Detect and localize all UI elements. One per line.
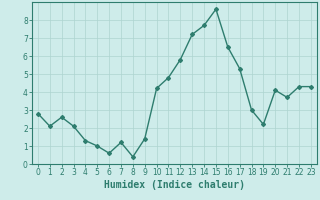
X-axis label: Humidex (Indice chaleur): Humidex (Indice chaleur) [104,180,245,190]
